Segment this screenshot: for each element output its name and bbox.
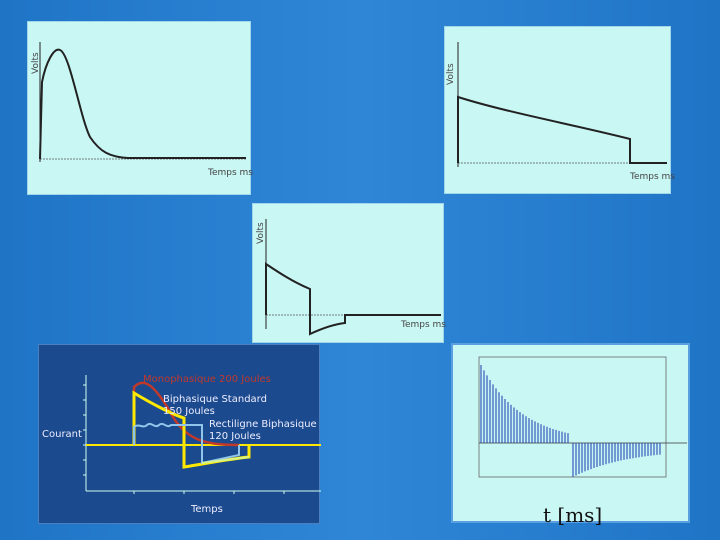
panel-monophasic: Volts Temps ms xyxy=(27,21,253,195)
monophasic-waveform xyxy=(39,42,246,162)
pulsed-waveform xyxy=(478,356,687,478)
label-biphasic-1: Biphasique Standard xyxy=(163,394,267,405)
panel-truncated-exponential: Volts Temps ms xyxy=(444,26,675,194)
panel2-ylabel: Volts xyxy=(446,63,456,85)
truncated-exponential-waveform xyxy=(457,42,667,167)
panel1-ylabel: Volts xyxy=(31,52,41,74)
panel-biphasic: Volts Temps ms xyxy=(252,203,446,343)
panel3-ylabel: Volts xyxy=(256,222,266,244)
panel4-ylabel: Courant xyxy=(42,429,82,440)
label-rectilinear-2: 120 Joules xyxy=(209,431,261,442)
panel3-xlabel: Temps ms xyxy=(401,320,446,330)
panel4-xlabel: Temps xyxy=(191,504,223,515)
panel5-xlabel: t [ms] xyxy=(543,503,603,527)
label-biphasic-2: 150 Joules xyxy=(163,406,215,417)
panel1-xlabel: Temps ms xyxy=(208,168,253,178)
biphasic-waveform xyxy=(265,219,441,336)
panel2-xlabel: Temps ms xyxy=(630,172,675,182)
label-rectilinear-1: Rectiligne Biphasique xyxy=(209,419,317,430)
panel-comparison: Monophasique 200 Joules Biphasique Stand… xyxy=(38,344,321,524)
comparison-waveforms xyxy=(83,375,321,494)
panel-pulsed-biphasic: t [ms] xyxy=(451,343,690,527)
label-monophasic: Monophasique 200 Joules xyxy=(143,374,271,385)
